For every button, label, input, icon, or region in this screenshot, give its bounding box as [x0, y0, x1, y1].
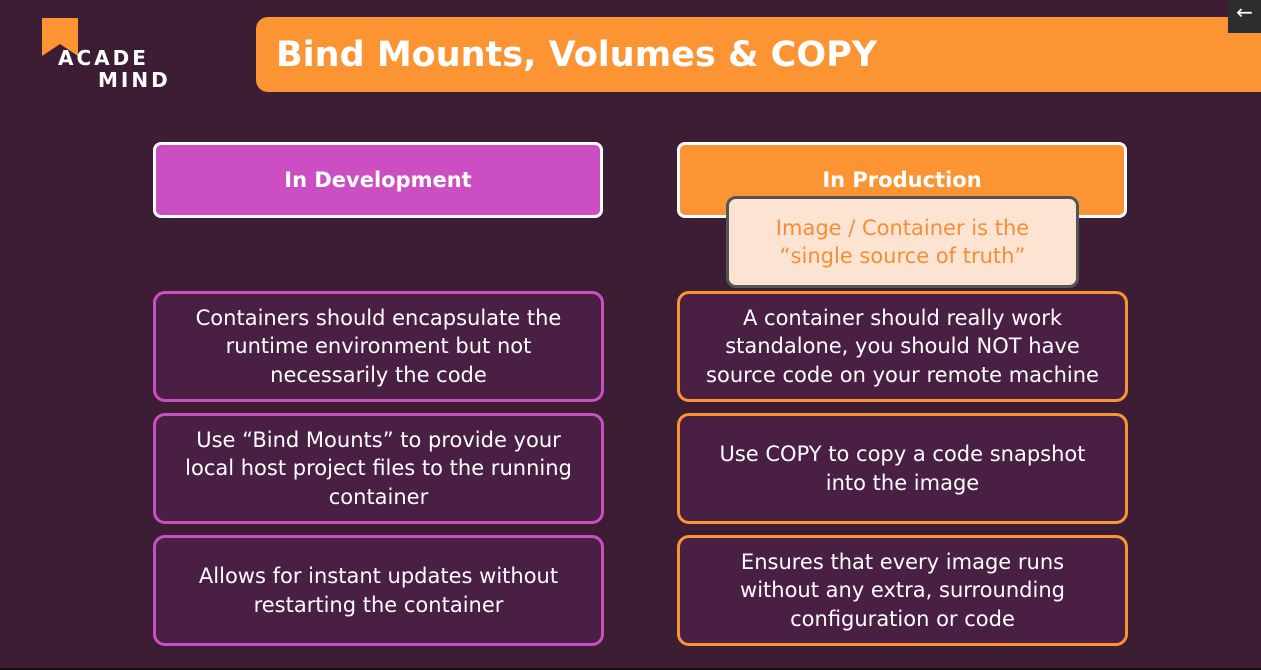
back-button[interactable]: ← — [1228, 0, 1261, 33]
logo-bookmark-icon — [42, 18, 78, 56]
academind-logo: ACADE MIND — [40, 16, 170, 94]
development-card-encapsulate: Containers should encapsulate the runtim… — [153, 291, 604, 402]
development-header-label: In Development — [284, 168, 472, 192]
arrow-left-icon: ← — [1236, 0, 1253, 24]
logo-text-line1: ACADE — [58, 46, 149, 70]
development-header: In Development — [153, 142, 603, 218]
development-card-bind-mounts: Use “Bind Mounts” to provide your local … — [153, 413, 604, 524]
production-card-copy: Use COPY to copy a code snapshot into th… — [677, 413, 1128, 524]
production-card-standalone: A container should really work standalon… — [677, 291, 1128, 402]
development-card-instant-updates: Allows for instant updates without resta… — [153, 535, 604, 646]
logo-text-line2: MIND — [98, 68, 171, 92]
production-header-label: In Production — [822, 168, 982, 192]
production-card-no-extra-config: Ensures that every image runs without an… — [677, 535, 1128, 646]
title-bar: Bind Mounts, Volumes & COPY — [256, 17, 1261, 92]
page-title: Bind Mounts, Volumes & COPY — [276, 35, 878, 75]
single-source-of-truth-callout: Image / Container is the “single source … — [726, 196, 1079, 288]
